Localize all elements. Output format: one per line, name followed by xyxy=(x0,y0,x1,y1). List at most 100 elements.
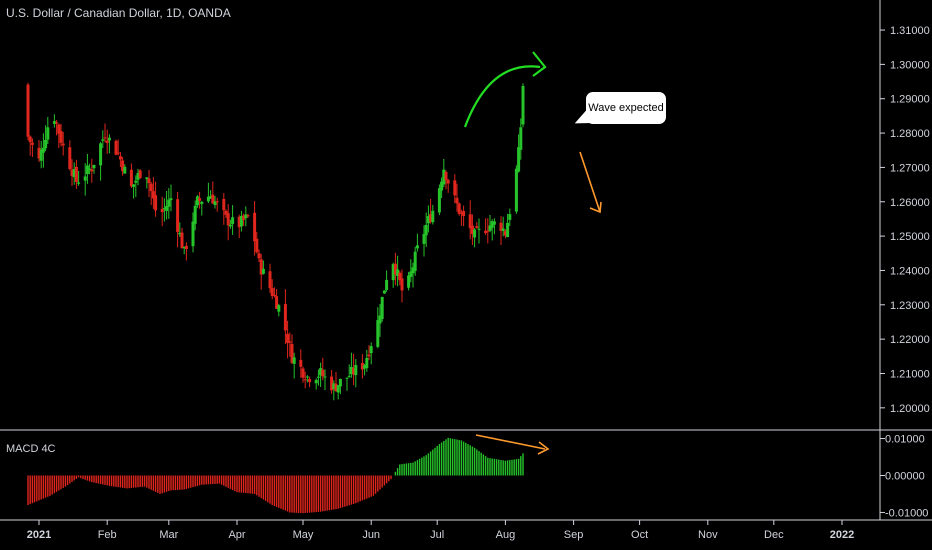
candle xyxy=(46,127,50,140)
candle xyxy=(308,378,312,383)
price-tick-label: 1.30000 xyxy=(890,59,930,71)
time-tick-label: Feb xyxy=(98,529,117,541)
candle xyxy=(462,211,466,217)
candle xyxy=(431,210,435,223)
candle xyxy=(195,196,199,206)
candle xyxy=(398,272,402,281)
candle xyxy=(41,147,45,153)
candle xyxy=(477,228,481,230)
candle xyxy=(380,296,384,319)
candle xyxy=(28,136,32,143)
candle xyxy=(261,268,265,274)
time-tick-label: Oct xyxy=(631,529,648,541)
candle xyxy=(323,376,327,378)
candle xyxy=(488,225,492,231)
candle xyxy=(259,259,263,275)
candle xyxy=(151,191,155,199)
macd-indicator-label[interactable]: MACD 4C xyxy=(6,443,56,455)
candle xyxy=(409,271,413,277)
candle xyxy=(191,221,195,247)
candle xyxy=(88,168,92,170)
candle xyxy=(253,212,257,242)
candle xyxy=(272,294,276,297)
candle xyxy=(209,196,213,199)
time-tick-label: Jul xyxy=(430,529,444,541)
candle xyxy=(319,368,323,376)
time-tick-label: Mar xyxy=(159,529,178,541)
candle xyxy=(118,156,122,160)
candle xyxy=(446,180,450,184)
candle xyxy=(437,188,441,213)
candle xyxy=(393,263,397,275)
candle xyxy=(283,304,287,331)
time-tick-label: Jun xyxy=(362,529,380,541)
candle xyxy=(444,171,448,181)
candle xyxy=(277,305,281,312)
candle xyxy=(149,183,153,192)
candle xyxy=(138,170,142,178)
candle xyxy=(206,196,210,202)
down-arrow-head xyxy=(589,201,602,214)
candle xyxy=(83,176,87,181)
candle xyxy=(74,166,78,182)
down-arrow xyxy=(579,151,601,213)
time-tick-label: Dec xyxy=(764,529,784,541)
candle xyxy=(30,142,34,145)
candle xyxy=(224,210,228,215)
candle xyxy=(121,160,125,172)
candle xyxy=(459,212,463,214)
candle xyxy=(57,124,61,134)
candle xyxy=(484,230,488,234)
candle xyxy=(107,137,111,141)
candle xyxy=(453,180,457,196)
macd-axis: 0.01000 0.00000 -0.01000 xyxy=(880,434,928,519)
candle xyxy=(499,222,503,232)
candle xyxy=(213,201,217,205)
candle xyxy=(182,246,186,249)
candle xyxy=(228,224,232,227)
candle xyxy=(72,169,76,178)
candle xyxy=(303,379,307,381)
candle xyxy=(226,213,230,226)
candle xyxy=(176,199,180,232)
candle xyxy=(475,226,479,228)
candle xyxy=(519,127,523,150)
candle xyxy=(400,278,404,291)
candle xyxy=(288,341,292,343)
macd-tick-label: -0.01000 xyxy=(885,507,928,519)
candle xyxy=(154,195,158,211)
candle xyxy=(61,143,65,146)
candle xyxy=(486,230,490,232)
candle xyxy=(407,275,411,288)
time-tick-label: 2022 xyxy=(830,529,854,541)
candle xyxy=(70,169,74,176)
candle xyxy=(338,378,342,387)
wave-expected-callout[interactable]: Wave expected xyxy=(586,92,666,124)
candle xyxy=(222,198,226,211)
candle xyxy=(275,296,279,309)
candle xyxy=(169,198,173,201)
price-tick-label: 1.23000 xyxy=(890,300,930,312)
candle xyxy=(132,184,136,187)
time-tick-label: 2021 xyxy=(27,529,51,541)
price-tick-label: 1.21000 xyxy=(890,368,930,380)
macd-divergence-line xyxy=(475,434,546,450)
candle xyxy=(105,140,109,144)
candle xyxy=(442,169,446,185)
candle xyxy=(90,169,94,172)
candle xyxy=(345,377,349,379)
candle xyxy=(360,362,364,370)
time-axis: 2021 Feb Mar Apr May Jun Jul Aug Sep Oct Nov Dec 202… xyxy=(27,520,854,541)
candle xyxy=(330,376,334,391)
candle xyxy=(299,359,303,367)
curved-up-arrow-head xyxy=(532,51,547,77)
candle xyxy=(101,139,105,141)
candle xyxy=(200,201,204,205)
time-tick-label: Nov xyxy=(698,529,718,541)
price-tick-label: 1.28000 xyxy=(890,128,930,140)
candle xyxy=(147,178,151,184)
price-tick-label: 1.22000 xyxy=(890,334,930,346)
candle xyxy=(290,343,294,363)
candle xyxy=(193,205,197,224)
chart-title: U.S. Dollar / Canadian Dollar, 1D, OANDA xyxy=(6,6,231,20)
